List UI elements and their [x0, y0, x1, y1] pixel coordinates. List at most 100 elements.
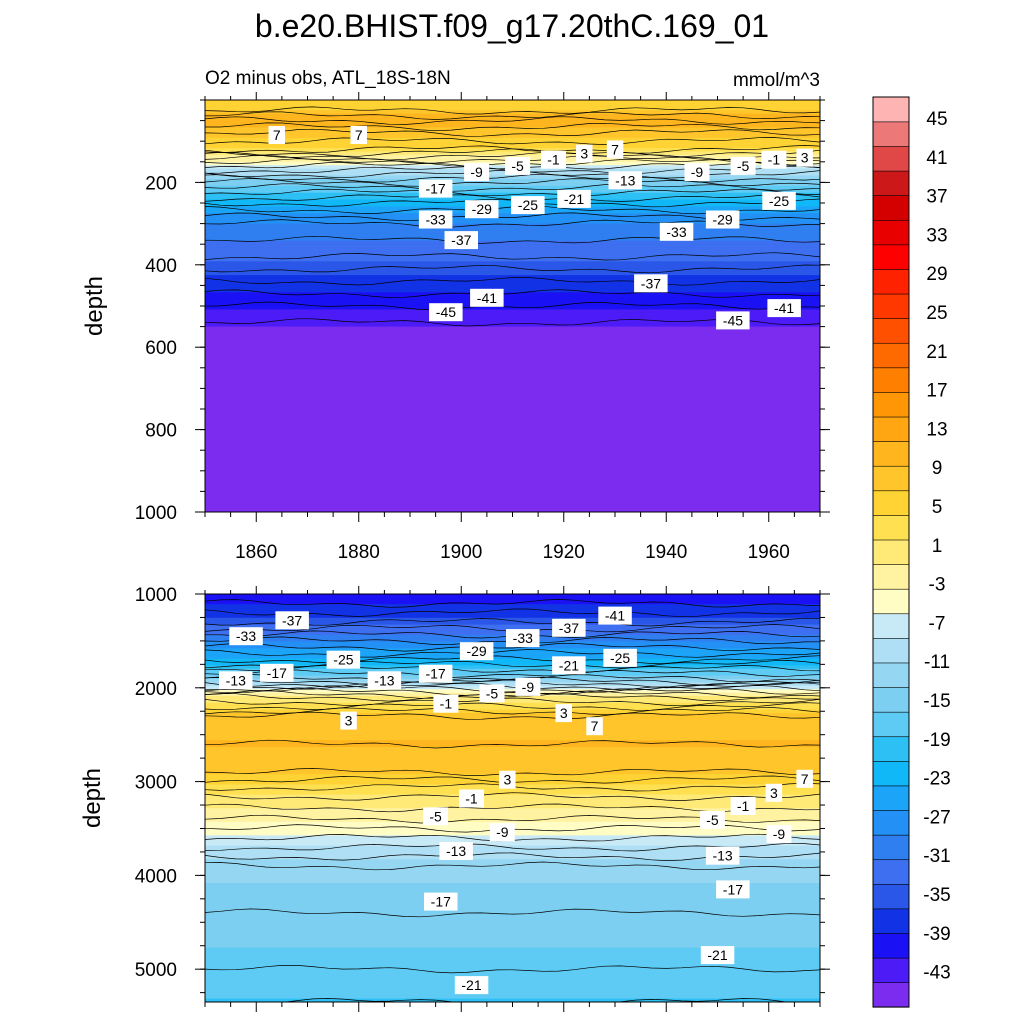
contour-label: -17 — [260, 663, 294, 682]
contour-line — [205, 264, 820, 274]
colorbar-cell — [872, 809, 910, 836]
contour-label-text: -1 — [465, 791, 478, 807]
contour-label: 3 — [499, 770, 516, 789]
contour-label-text: -1 — [768, 152, 781, 168]
contour-band — [205, 477, 820, 482]
contour-label-box — [659, 222, 694, 241]
contour-label: -33 — [506, 629, 540, 648]
contour-label-box — [555, 704, 572, 723]
x-tick-label: 1940 — [645, 542, 687, 563]
contour-line — [205, 707, 820, 716]
contour-line — [205, 599, 820, 608]
colorbar-cell — [872, 145, 910, 172]
contour-band — [205, 736, 820, 741]
contour-band — [205, 130, 820, 135]
contour-band — [205, 845, 820, 850]
contour-label-text: 3 — [801, 150, 809, 166]
contour-band — [205, 244, 820, 249]
contour-band — [205, 862, 820, 867]
colorbar-cell — [872, 563, 910, 590]
contour-band — [205, 220, 820, 225]
contour-label: 3 — [765, 783, 783, 802]
contour-band — [205, 175, 820, 180]
colorbar-cell — [872, 490, 910, 516]
contour-label-box — [275, 611, 309, 630]
contour-band — [205, 106, 820, 111]
contour-label: -17 — [418, 664, 453, 683]
colorbar-cell — [872, 883, 910, 910]
contour-label-box — [260, 663, 294, 682]
contour-band — [205, 412, 820, 417]
contour-band — [205, 940, 820, 945]
contour-band — [205, 658, 820, 663]
contour-label-text: 7 — [355, 127, 363, 143]
contour-label-box — [418, 179, 453, 198]
contour-band — [205, 333, 820, 338]
colorbar-cell — [872, 785, 910, 811]
contour-band — [205, 896, 820, 901]
contour-label-box — [439, 842, 473, 860]
contour-label-box — [700, 946, 735, 965]
contour-label-box — [429, 303, 463, 322]
colorbar-cell — [872, 465, 910, 492]
contour-label: -25 — [326, 650, 361, 669]
contour-label: -33 — [418, 210, 453, 229]
contour-band — [205, 247, 820, 252]
colorbar-tick-label: 45 — [926, 109, 947, 130]
contour-label-box — [268, 126, 285, 144]
contour-label-text: -5 — [706, 812, 719, 828]
contour-label: -1 — [541, 150, 566, 169]
y-tick-label: 2000 — [135, 679, 177, 700]
contour-band — [205, 621, 820, 626]
contour-label: -29 — [705, 210, 740, 229]
contour-band — [205, 110, 820, 115]
contour-label-box — [796, 148, 813, 167]
contour-label-text: -1 — [440, 696, 453, 712]
lower-contour-lines — [205, 599, 820, 1002]
contour-line — [205, 145, 820, 154]
x-tick-label: 1960 — [748, 542, 790, 563]
contour-band — [205, 879, 820, 884]
contour-band — [205, 144, 820, 149]
colorbar-cell — [872, 686, 910, 713]
contour-label-text: -17 — [425, 666, 445, 682]
contour-band — [205, 937, 820, 942]
contour-label-text: -17 — [267, 665, 287, 681]
contour-label-box — [505, 156, 531, 175]
contour-band — [205, 295, 820, 300]
contour-band — [205, 261, 820, 266]
contour-band — [205, 730, 820, 734]
contour-label: -1 — [459, 789, 484, 808]
contour-label-text: -13 — [446, 843, 466, 859]
contour-label-box — [765, 783, 783, 802]
contour-label: 3 — [555, 704, 572, 723]
colorbar-cell — [872, 539, 910, 565]
contour-band — [205, 429, 820, 434]
colorbar-cell — [872, 760, 910, 787]
contour-label: -41 — [767, 299, 801, 318]
contour-label-text: -13 — [374, 672, 394, 688]
contour-line — [205, 183, 820, 192]
contour-band — [205, 113, 820, 118]
contour-band — [205, 127, 820, 132]
contour-band — [205, 804, 820, 809]
contour-band — [205, 343, 820, 348]
contour-band — [205, 347, 820, 352]
contour-band — [205, 957, 820, 962]
colorbar-tick-label: 1 — [932, 536, 943, 557]
colorbar-tick-label: 17 — [926, 381, 947, 402]
colorbar-cell — [872, 662, 910, 688]
contour-label: 3 — [576, 144, 593, 163]
contour-band — [205, 398, 820, 403]
contour-label-text: -29 — [712, 212, 732, 228]
y-tick-label: 1000 — [135, 503, 177, 524]
colorbar-cell — [872, 834, 910, 861]
contour-line — [205, 111, 820, 120]
colorbar-frame — [872, 96, 910, 1008]
contour-line — [205, 665, 820, 673]
contour-label-text: -33 — [236, 628, 256, 644]
contour-band — [205, 964, 820, 969]
contour-band — [205, 906, 820, 911]
colorbar-cell — [872, 932, 910, 959]
